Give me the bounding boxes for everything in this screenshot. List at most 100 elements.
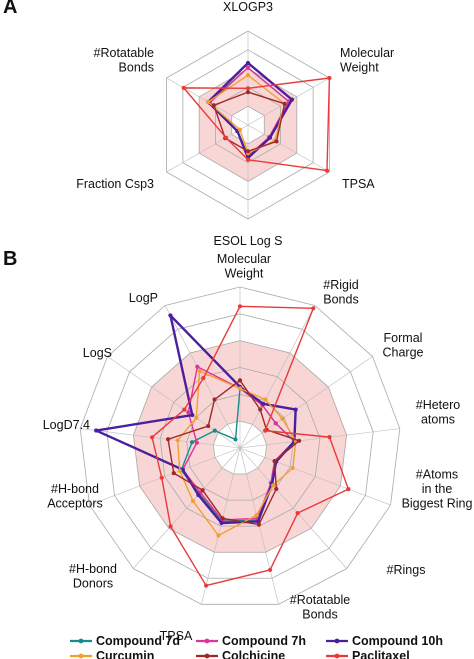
panel-a-axis-label: ESOL Log S [213, 234, 282, 248]
panel-a-axis-label: TPSA [342, 177, 375, 191]
panel-a-point-curcumin [237, 127, 242, 132]
panel-a-point-paclitaxel [245, 86, 251, 91]
legend-marker-compound-7h [204, 638, 210, 644]
panel-b-grid-ring [106, 313, 374, 579]
panel-b-point-curcumin [216, 533, 221, 538]
panel-b-point-curcumin [237, 386, 243, 391]
panel-a-point-colchicine [282, 101, 287, 106]
panel-b-spoke [239, 447, 347, 569]
panel-b-axis-label: #Rigid Bonds [323, 278, 358, 307]
panel-b-point-colchicine [258, 407, 263, 412]
panel-b-spoke [80, 428, 241, 449]
legend-entry-compound-10h: Compound 10h [326, 634, 443, 648]
legend-entry-compound-7h: Compound 7h [196, 634, 306, 648]
panel-b-point-curcumin [254, 513, 259, 518]
legend-marker-colchicine [204, 653, 210, 659]
panel-label-a: A [3, 0, 18, 18]
panel-b-point-compound-7h [186, 410, 191, 415]
panel-a-point-paclitaxel [223, 135, 229, 140]
panel-b-spoke [89, 447, 241, 506]
panel-b-grid-ring [133, 340, 347, 553]
panel-b-point-curcumin [263, 397, 268, 402]
panel-b-point-colchicine [171, 471, 176, 476]
panel-b-axis-label: #H-bond Acceptors [47, 482, 103, 511]
panel-b-spoke [239, 428, 400, 449]
panel-b-point-curcumin [177, 468, 182, 473]
legend-entry-compound-7d: Compound 7d [70, 634, 180, 648]
legend-label-colchicine: Colchicine [222, 649, 285, 659]
panel-a-point-paclitaxel [181, 85, 186, 90]
panel-b-point-paclitaxel [182, 407, 187, 412]
panel-b-point-paclitaxel [346, 487, 351, 492]
panel-b-axis-label: #Atoms in the Biggest Ring [402, 468, 473, 511]
panel-a-point-colchicine [245, 90, 251, 95]
panel-a-point-compound-10h [245, 60, 251, 66]
panel-b-axis-label: LogP [129, 291, 158, 305]
panel-a-point-compound-7h [245, 65, 251, 70]
panel-b-point-compound-10h [261, 401, 266, 406]
panel-b-point-paclitaxel [327, 435, 332, 440]
panel-b-point-curcumin [290, 465, 295, 471]
panel-b-point-compound-7d [212, 428, 217, 433]
panel-b-point-colchicine [297, 438, 302, 443]
legend: Compound 7d Compound 7h Compound 10h Curcum… [70, 634, 443, 659]
panel-b-axis-label: #Rings [387, 563, 426, 577]
panel-b-point-compound-7d [189, 440, 195, 445]
panel-b-point-compound-10h [168, 313, 173, 318]
panel-a-spoke [247, 124, 330, 173]
panel-b-point-paclitaxel [159, 475, 164, 480]
panel-b-grid-ring [159, 367, 321, 527]
panel-a-shaded-band [199, 68, 297, 182]
panel-b-point-compound-7h [273, 421, 278, 426]
panel-b-point-paclitaxel [149, 435, 155, 440]
legend-entry-curcumin: Curcumin [70, 649, 154, 659]
panel-a-point-compound-10h [289, 97, 295, 102]
panel-b-point-colchicine [165, 437, 171, 442]
panel-b-series-line-compound-7h [182, 366, 296, 521]
panel-a-point-paclitaxel [324, 168, 330, 173]
panel-b-point-paclitaxel [267, 567, 273, 573]
panel-b-point-compound-10h [219, 520, 224, 526]
legend-marker-curcumin [78, 653, 84, 659]
panel-b-axis-label: #Rotatable Bonds [290, 593, 351, 622]
panel-b-axis-label: Formal Charge [383, 331, 424, 360]
panel-b-point-colchicine [237, 378, 243, 383]
panel-b-axis-label: LogD7.4 [43, 418, 90, 432]
panel-b-series-line-paclitaxel [151, 305, 350, 587]
panel-b-series-line-curcumin [176, 370, 297, 537]
panel-b-point-compound-10h [196, 492, 201, 498]
panel-b-axis-label: #H-bond Donors [69, 562, 117, 591]
panel-b-point-paclitaxel [237, 304, 243, 309]
panel-a-series-paclitaxel [181, 75, 332, 173]
panel-b-spoke [201, 447, 241, 605]
panel-b-point-colchicine [272, 459, 277, 464]
panel-b-point-compound-7d [233, 437, 238, 442]
panel-a-point-curcumin [245, 73, 251, 78]
panel-b-point-paclitaxel [168, 524, 173, 529]
panel-a-axis-label: Fraction Csp3 [76, 177, 154, 191]
panel-a-point-curcumin [206, 99, 211, 105]
panel-a-point-colchicine [245, 149, 251, 154]
panel-b-point-colchicine [274, 486, 279, 492]
panel-b-point-colchicine [256, 522, 261, 527]
panel-b-series-line-compound-10h [94, 314, 297, 525]
panel-b-point-paclitaxel [203, 583, 209, 588]
panel-a-point-colchicine [211, 103, 216, 108]
panel-b-point-colchicine [212, 397, 217, 402]
panel-b-point-colchicine [206, 423, 211, 429]
panel-b-spoke [239, 447, 391, 506]
panel-b-spoke [133, 447, 241, 569]
panel-a-point-paclitaxel [245, 157, 251, 162]
legend-marker-compound-7d [78, 638, 84, 644]
panel-b-point-curcumin [270, 483, 276, 488]
panel-label-b: B [3, 248, 18, 270]
panel-b-point-curcumin [175, 438, 180, 443]
panel-b-series-paclitaxel [149, 304, 351, 588]
legend-label-paclitaxel: Paclitaxel [352, 649, 410, 659]
panel-b-point-compound-10h [94, 428, 99, 433]
panel-b-axis-label: TPSA [160, 629, 193, 643]
panel-b-point-colchicine [220, 516, 225, 521]
panel-b-point-compound-10h [190, 412, 195, 418]
legend-marker-compound-10h [334, 638, 340, 644]
panel-b-axis-label: Molecular Weight [217, 252, 271, 281]
